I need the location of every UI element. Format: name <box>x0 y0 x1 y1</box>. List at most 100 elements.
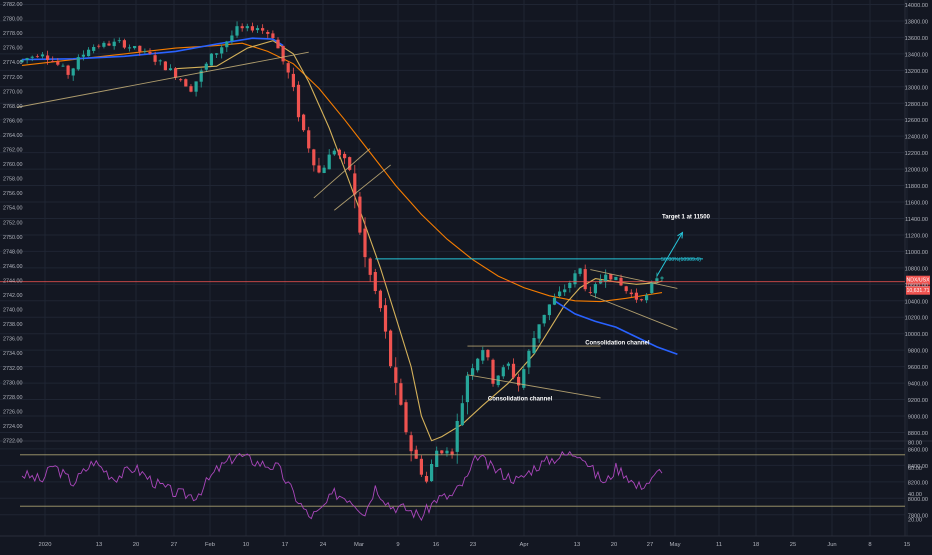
candle-down <box>286 63 290 73</box>
candle-down <box>583 269 587 290</box>
candle-down <box>634 292 638 300</box>
candle-down <box>250 26 254 31</box>
chart-annotation: Consolidation channel <box>488 396 553 402</box>
time-axis-label: 25 <box>790 542 796 548</box>
candle-up <box>455 421 459 452</box>
candle-down <box>363 228 367 258</box>
left-axis-tick: 2766.00 <box>3 118 23 124</box>
candle-up <box>578 268 582 274</box>
candle-up <box>112 41 116 47</box>
left-axis-tick: 2730.00 <box>3 380 23 386</box>
left-axis-tick: 2742.00 <box>3 293 23 299</box>
trendline <box>16 51 309 108</box>
candle-down <box>97 45 101 47</box>
right-axis-tick: 13200.00 <box>905 69 928 75</box>
left-axis-tick: 2754.00 <box>3 206 23 212</box>
right-axis-tick: 13800.00 <box>905 19 928 25</box>
rsi-axis-tick: 20.00 <box>908 518 922 524</box>
candle-down <box>174 68 178 78</box>
candle-up <box>76 57 80 70</box>
candle-up <box>215 53 219 55</box>
last-price-badge-bg <box>906 285 930 295</box>
candle-down <box>307 130 311 149</box>
candle-up <box>102 42 106 47</box>
time-axis-label: 11 <box>716 542 722 548</box>
candle-up <box>573 273 577 285</box>
right-axis-tick: 11000.00 <box>905 250 928 256</box>
candle-down <box>440 450 444 454</box>
candle-up <box>209 53 213 66</box>
candle-down <box>629 292 633 295</box>
candle-down <box>511 363 516 378</box>
rsi-line <box>21 450 663 522</box>
trendline <box>334 164 391 211</box>
candle-up <box>92 47 96 51</box>
right-axis-tick: 10200.00 <box>905 316 928 322</box>
candle-up <box>20 59 24 63</box>
candle-down <box>66 65 70 75</box>
left-axis-tick: 2756.00 <box>3 191 23 197</box>
candle-down <box>491 359 495 384</box>
right-axis-tick: 12000.00 <box>905 168 928 174</box>
candle-up <box>537 324 541 339</box>
left-axis-tick: 2762.00 <box>3 148 23 154</box>
right-axis-tick: 9800.00 <box>908 349 928 355</box>
candle-down <box>122 40 126 48</box>
trendline <box>467 374 601 399</box>
candle-up <box>255 28 260 31</box>
candle-down <box>639 299 644 301</box>
candle-down <box>138 45 142 52</box>
left-axis-tick: 2780.00 <box>3 17 23 23</box>
left-axis-tick: 2738.00 <box>3 322 23 328</box>
candle-down <box>56 61 60 65</box>
candle-down <box>424 476 429 482</box>
candle-up <box>430 464 434 482</box>
candle-down <box>276 39 280 49</box>
left-axis-tick: 2774.00 <box>3 60 23 66</box>
time-axis-label: 23 <box>470 542 476 548</box>
time-axis-label: 20 <box>133 542 139 548</box>
candle-up <box>522 369 526 388</box>
candle-down <box>383 305 388 332</box>
candle-up <box>117 40 121 42</box>
candle-down <box>179 79 183 81</box>
candle-down <box>450 451 454 455</box>
candle-up <box>133 46 137 49</box>
candle-up <box>71 68 75 76</box>
left-axis-tick: 2744.00 <box>3 278 23 284</box>
candle-up <box>547 304 551 316</box>
rsi-axis-tick: 60.00 <box>908 466 922 472</box>
time-axis-label: 18 <box>753 542 759 548</box>
left-axis-tick: 2736.00 <box>3 337 23 343</box>
left-axis-tick: 2728.00 <box>3 395 23 401</box>
fib-level-label: 50.00%(10909.6) <box>661 257 701 263</box>
candle-up <box>61 65 65 67</box>
left-axis-tick: 2764.00 <box>3 133 23 139</box>
left-axis-tick: 2724.00 <box>3 424 23 430</box>
target-arrow-line <box>656 232 683 277</box>
candle-down <box>394 367 398 383</box>
candle-up <box>501 367 505 377</box>
candle-down <box>353 173 357 195</box>
right-axis-tick: 13400.00 <box>905 52 928 58</box>
candle-down <box>399 383 403 405</box>
chart-annotation: Consolidation channel <box>585 340 650 346</box>
candle-up <box>199 70 203 82</box>
candle-down <box>624 286 628 292</box>
candle-up <box>614 276 618 281</box>
candle-down <box>184 79 188 87</box>
candle-up <box>645 295 649 301</box>
time-axis-label: May <box>670 542 681 548</box>
overlays: 50.00%(10909.6) NDX/USX 10,631.71 Target 1 … <box>0 214 930 402</box>
target-arrow-head <box>677 231 684 239</box>
right-axis-tick: 12200.00 <box>905 151 928 157</box>
candle-down <box>358 196 362 233</box>
candle-up <box>552 297 557 305</box>
candle-up <box>650 282 654 293</box>
right-axis: 14000.00 13800.00 13600.00 13400.00 13200.00… <box>905 3 928 519</box>
right-axis-tick: 8200.00 <box>908 480 928 486</box>
candle-up <box>225 41 229 48</box>
time-axis-label: 16 <box>433 542 439 548</box>
time-axis-label: Jun <box>827 542 836 548</box>
